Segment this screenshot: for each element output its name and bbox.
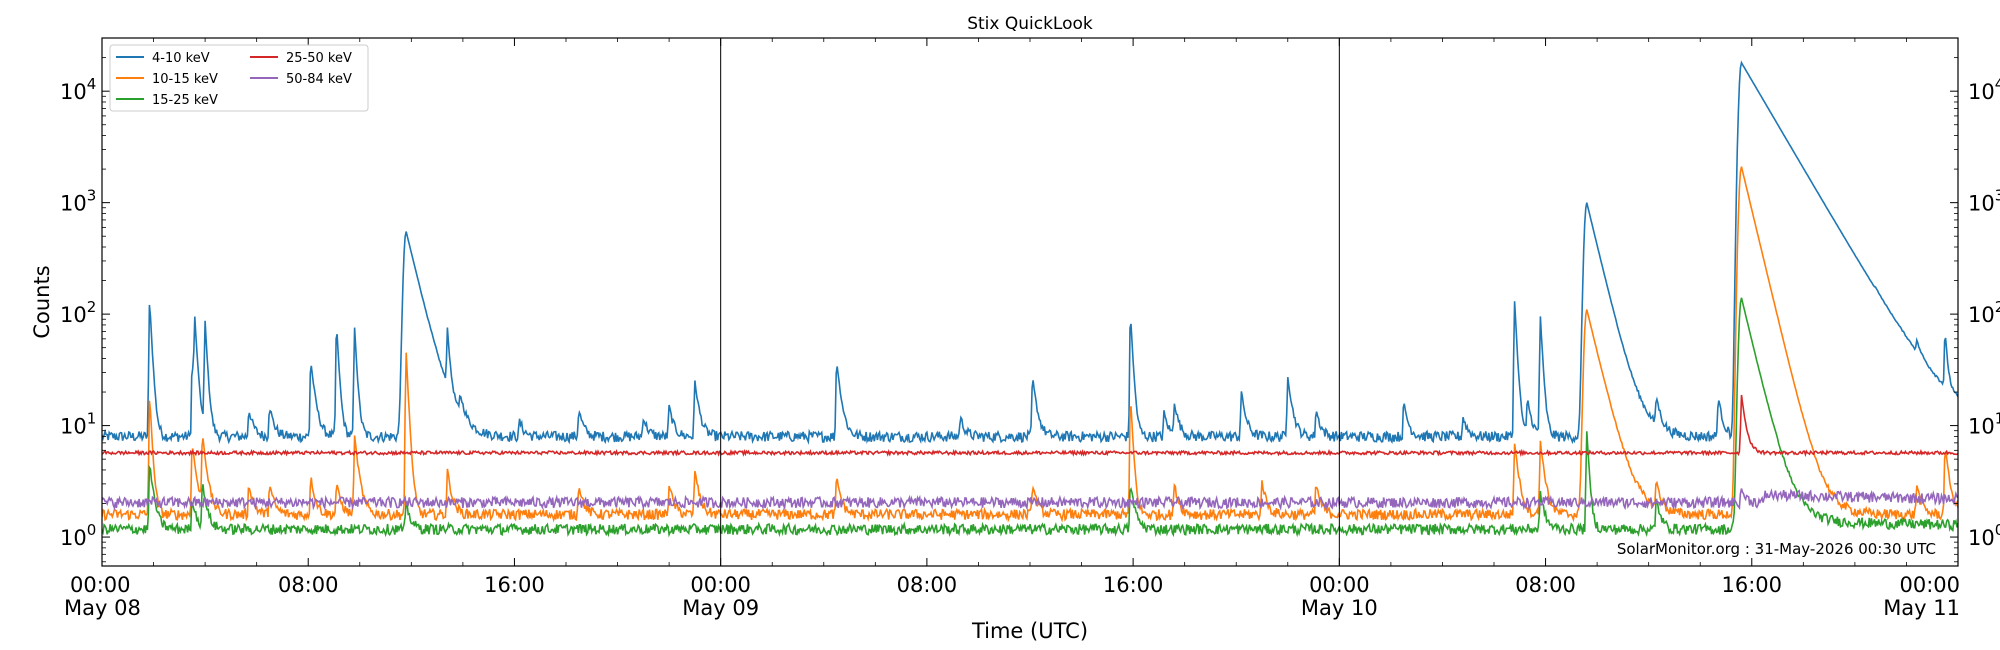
series-line-15-25-kev xyxy=(102,297,1958,538)
y-tick-label-right-3: 103 xyxy=(1968,187,2000,216)
legend-frame xyxy=(109,44,369,112)
x-tick-label-7: 08:00 xyxy=(1515,573,1576,597)
legend-label-15-25: 15-25 keV xyxy=(152,93,218,108)
x-tick-date-0: May 08 xyxy=(64,596,141,620)
series-line-4-10-kev xyxy=(102,60,1958,445)
chart-title: Stix QuickLook xyxy=(967,14,1093,34)
y-tick-label-left-0: 100 xyxy=(60,521,96,550)
x-axis-label: Time (UTC) xyxy=(971,619,1088,643)
y-tick-label-right-1: 101 xyxy=(1968,410,2000,439)
x-tick-date-3: May 09 xyxy=(682,596,759,620)
y-tick-label-left-1: 101 xyxy=(60,410,96,439)
legend-label-4-10: 4-10 keV xyxy=(152,51,210,66)
series-line-50-84-kev xyxy=(102,488,1958,511)
legend-label-50-84: 50-84 keV xyxy=(286,72,352,87)
x-tick-label-4: 08:00 xyxy=(897,573,958,597)
x-tick-date-6: May 10 xyxy=(1301,596,1378,620)
y-tick-label-left-2: 102 xyxy=(60,298,96,327)
x-tick-label-2: 16:00 xyxy=(484,573,545,597)
legend-label-10-15: 10-15 keV xyxy=(152,72,218,87)
x-tick-label-9: 00:00 xyxy=(1899,573,1960,597)
y-tick-label-right-4: 104 xyxy=(1968,75,2000,104)
x-tick-date-9: May 11 xyxy=(1883,596,1960,620)
x-tick-label-3: 00:00 xyxy=(690,573,751,597)
x-tick-label-1: 08:00 xyxy=(278,573,339,597)
y-axis-label: Counts xyxy=(30,265,54,338)
day-boundary-lines xyxy=(720,38,1340,566)
x-tick-label-5: 16:00 xyxy=(1103,573,1164,597)
x-tick-label-0: 00:00 xyxy=(70,573,131,597)
series-layer xyxy=(102,60,1958,538)
x-tick-label-8: 16:00 xyxy=(1722,573,1783,597)
y-tick-label-right-0: 100 xyxy=(1968,521,2000,550)
y-tick-label-left-4: 104 xyxy=(60,75,96,104)
plot-frame xyxy=(101,37,1959,567)
watermark-text: SolarMonitor.org : 31-May-2026 00:30 UTC xyxy=(1617,540,1936,558)
legend: 4-10 keV 10-15 keV 15-25 keV 25-50 keV 5… xyxy=(109,44,369,112)
x-tick-label-6: 00:00 xyxy=(1309,573,1370,597)
y-tick-label-left-3: 103 xyxy=(60,187,96,216)
series-line-10-15-kev xyxy=(102,166,1958,523)
y-tick-label-right-2: 102 xyxy=(1968,298,2000,327)
legend-label-25-50: 25-50 keV xyxy=(286,51,352,66)
series-line-25-50-kev xyxy=(102,394,1958,458)
